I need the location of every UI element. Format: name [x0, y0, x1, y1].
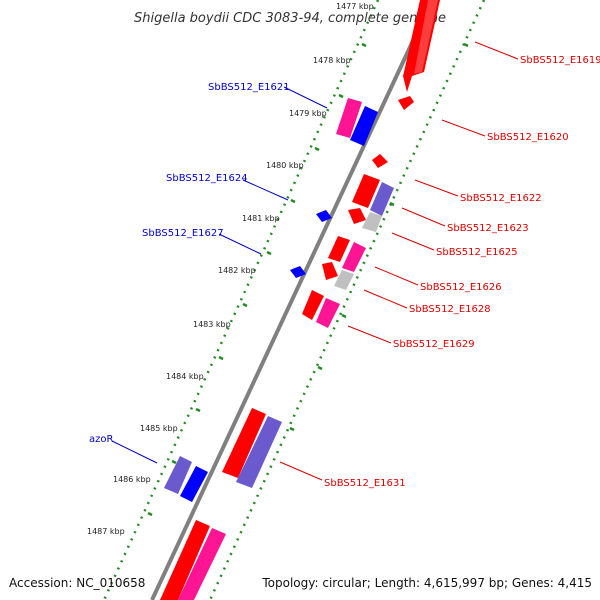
kbp-tick-label: 1480 kbp	[266, 161, 304, 170]
kbp-tick-label: 1479 kbp	[289, 109, 327, 118]
gene-label-left[interactable]: SbBS512_E1624	[166, 173, 248, 184]
gene-highlight	[414, 0, 438, 74]
backbone-line	[150, 0, 434, 600]
kbp-tick-label: 1487 kbp	[87, 527, 125, 536]
label-leader	[391, 232, 435, 251]
kbp-tick-label: 1484 kbp	[166, 372, 204, 381]
inner-ticks	[289, 42, 469, 432]
gene-feature-red[interactable]	[160, 520, 210, 600]
gene-feature-red[interactable]	[328, 236, 350, 262]
gene-feature-blue[interactable]	[316, 210, 332, 222]
kbp-tick-label: 1482 kbp	[218, 266, 256, 275]
kbp-tick-label: 1481 kbp	[242, 214, 280, 223]
gene-feature-red[interactable]	[322, 262, 338, 280]
label-leader	[374, 266, 419, 286]
gene-label-right[interactable]: SbBS512_E1631	[324, 478, 406, 489]
gene-feature-pink[interactable]	[178, 528, 226, 600]
gene-feature-pink[interactable]	[342, 242, 366, 272]
accession-text: Accession: NC_010658	[9, 576, 146, 590]
label-leader	[363, 289, 408, 309]
scale-dotted-line	[102, 0, 380, 600]
kbp-tick-label: 1486 kbp	[113, 475, 151, 484]
kbp-tick-label: 1483 kbp	[193, 320, 231, 329]
gene-label-right[interactable]: SbBS512_E1623	[447, 223, 529, 234]
gene-label-right[interactable]: SbBS512_E1625	[436, 247, 518, 258]
gene-feature-gray[interactable]	[334, 270, 354, 290]
label-leader	[347, 325, 392, 344]
gene-feature-red[interactable]	[398, 96, 414, 110]
gene-feature-slate[interactable]	[164, 456, 192, 494]
gene-feature-pink[interactable]	[316, 298, 340, 328]
gene-feature-slate[interactable]	[370, 182, 394, 216]
gene-feature-gray[interactable]	[362, 212, 382, 232]
label-leader	[218, 233, 262, 255]
gene-label-left[interactable]: SbBS512_E1627	[142, 228, 224, 239]
kbp-tick-label: 1477 kbp	[336, 2, 374, 11]
gene-label-right[interactable]: SbBS512_E1622	[460, 193, 542, 204]
kbp-tick-label: 1485 kbp	[140, 424, 178, 433]
gene-label-right[interactable]: SbBS512_E1619	[520, 55, 600, 66]
gene-feature-red[interactable]	[348, 208, 366, 224]
gene-feature-red[interactable]	[372, 154, 388, 168]
gene-feature-red[interactable]	[222, 408, 266, 478]
label-leader	[242, 179, 289, 201]
topology-text: Topology: circular; Length: 4,615,997 bp…	[262, 576, 592, 590]
gene-label-right[interactable]: SbBS512_E1628	[409, 304, 491, 315]
label-leader	[401, 207, 446, 227]
label-leader	[279, 461, 323, 481]
map-title: Shigella boydii CDC 3083-94, complete ge…	[134, 11, 446, 26]
gene-label-left[interactable]: azoR	[89, 434, 113, 445]
label-leader	[441, 119, 486, 137]
gene-label-left[interactable]: SbBS512_E1621	[208, 82, 290, 93]
gene-feature-blue[interactable]	[350, 106, 378, 146]
label-leader	[414, 179, 459, 197]
gene-feature-red[interactable]	[352, 174, 380, 208]
inner-dotted-line	[208, 0, 486, 600]
kbp-tick-label: 1478 kbp	[313, 56, 351, 65]
label-leader	[283, 86, 328, 109]
gene-feature-slate[interactable]	[236, 416, 282, 488]
gene-label-right[interactable]: SbBS512_E1620	[487, 132, 569, 143]
gene-label-right[interactable]: SbBS512_E1629	[393, 339, 475, 350]
gene-feature-red[interactable]	[302, 290, 324, 320]
gene-feature-blue[interactable]	[180, 466, 208, 502]
label-leader	[474, 41, 519, 60]
gene-feature-blue[interactable]	[290, 266, 306, 278]
scale-ticks	[147, 42, 367, 517]
label-leader	[111, 440, 158, 464]
gene-label-right[interactable]: SbBS512_E1626	[420, 282, 502, 293]
gene-feature-pink[interactable]	[336, 98, 362, 138]
